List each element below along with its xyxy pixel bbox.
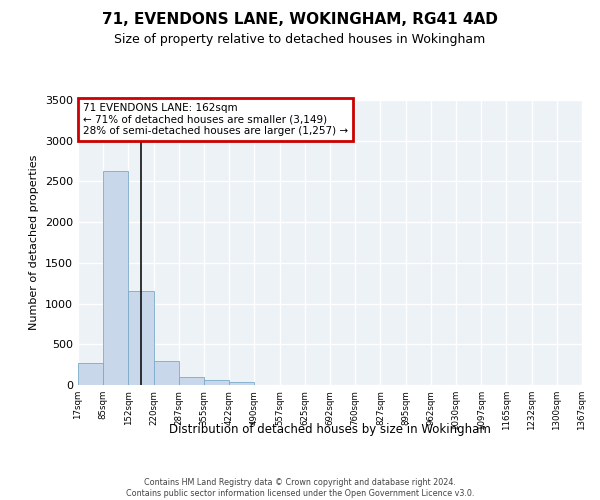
- Text: 71 EVENDONS LANE: 162sqm
← 71% of detached houses are smaller (3,149)
28% of sem: 71 EVENDONS LANE: 162sqm ← 71% of detach…: [83, 103, 348, 136]
- Bar: [179, 377, 204, 385]
- Bar: [103, 171, 128, 385]
- Bar: [154, 362, 179, 385]
- Bar: [78, 363, 103, 385]
- Text: Contains HM Land Registry data © Crown copyright and database right 2024.
Contai: Contains HM Land Registry data © Crown c…: [126, 478, 474, 498]
- Y-axis label: Number of detached properties: Number of detached properties: [29, 155, 40, 330]
- Bar: [204, 380, 229, 385]
- Text: Distribution of detached houses by size in Wokingham: Distribution of detached houses by size …: [169, 422, 491, 436]
- Text: 71, EVENDONS LANE, WOKINGHAM, RG41 4AD: 71, EVENDONS LANE, WOKINGHAM, RG41 4AD: [102, 12, 498, 28]
- Text: Size of property relative to detached houses in Wokingham: Size of property relative to detached ho…: [115, 32, 485, 46]
- Bar: [128, 292, 154, 385]
- Bar: [229, 382, 254, 385]
